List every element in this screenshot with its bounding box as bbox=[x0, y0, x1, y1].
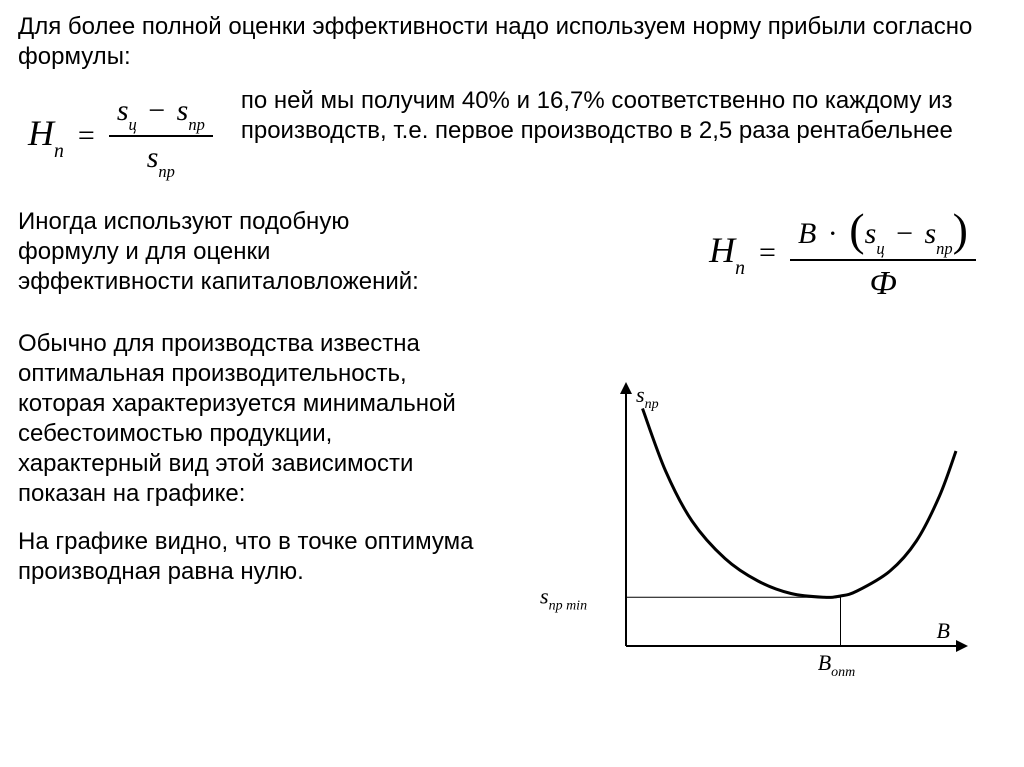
f1-lhs-base: H bbox=[28, 113, 54, 153]
svg-text:Bопт: Bопт bbox=[818, 650, 856, 680]
formula1-row: Hn = sц − snp snp по ней мы получим 40% … bbox=[18, 82, 1006, 189]
f1-num-b: s bbox=[177, 94, 189, 127]
svg-text:sпр min: sпр min bbox=[540, 583, 587, 613]
f1-eq: = bbox=[72, 117, 101, 155]
capex-intro-text: Иногда используют подобную формулу и для… bbox=[18, 207, 448, 297]
optimal-text: Обычно для производства известна оптимал… bbox=[18, 329, 478, 509]
conclusion-text: На графике видно, что в точке оптимума п… bbox=[18, 527, 478, 587]
f1-lhs-sub: n bbox=[54, 140, 64, 162]
svg-text:sпр: sпр bbox=[636, 382, 659, 412]
intro-text: Для более полной оценки эффективности на… bbox=[18, 12, 1006, 72]
after-formula1-text: по ней мы получим 40% и 16,7% соответств… bbox=[241, 82, 1006, 146]
formula-2: Hn = B · (sц − snp) Ф bbox=[699, 189, 1006, 315]
f1-num-a: s bbox=[117, 94, 129, 127]
f1-den: s bbox=[147, 141, 159, 174]
svg-text:B: B bbox=[937, 618, 950, 643]
formula-1: Hn = sц − snp snp bbox=[18, 82, 223, 189]
cost-curve-chart: sпр Bsпр min Bопт bbox=[536, 376, 976, 696]
formula2-row: Иногда используют подобную формулу и для… bbox=[18, 189, 1006, 315]
